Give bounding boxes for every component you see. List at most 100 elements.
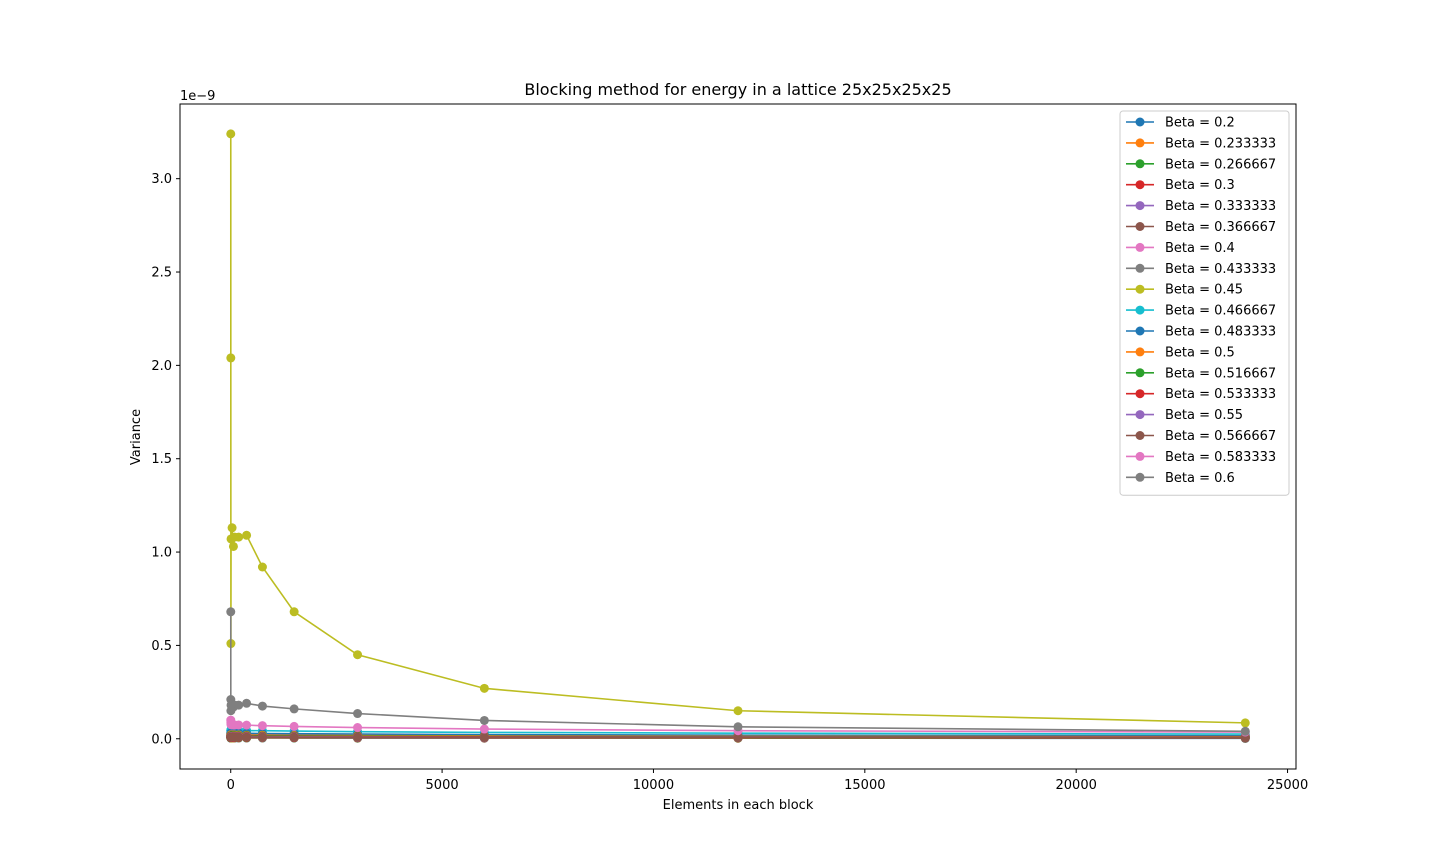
data-point bbox=[353, 732, 363, 742]
chart-title: Blocking method for energy in a lattice … bbox=[524, 80, 951, 99]
legend-label: Beta = 0.583333 bbox=[1165, 450, 1276, 465]
legend-item: Beta = 0.466667 bbox=[1126, 304, 1276, 319]
y-tick-label: 2.5 bbox=[151, 266, 172, 281]
axes-frame bbox=[179, 103, 1297, 770]
data-point bbox=[234, 700, 244, 710]
y-tick-label: 1.5 bbox=[151, 452, 172, 467]
legend: Beta = 0.2 Beta = 0.233333 Beta = 0.266667… bbox=[1119, 110, 1290, 496]
data-point bbox=[479, 732, 489, 742]
legend-label: Beta = 0.333333 bbox=[1165, 199, 1276, 214]
legend-item: Beta = 0.333333 bbox=[1126, 199, 1276, 214]
legend-label: Beta = 0.5 bbox=[1165, 345, 1235, 360]
data-point bbox=[289, 721, 299, 731]
data-point bbox=[242, 720, 252, 730]
x-tick-label: 25000 bbox=[1267, 778, 1308, 793]
legend-label: Beta = 0.533333 bbox=[1165, 387, 1276, 402]
legend-label: Beta = 0.466667 bbox=[1165, 304, 1276, 319]
legend-item: Beta = 0.3 bbox=[1126, 178, 1235, 193]
legend-marker bbox=[1135, 201, 1145, 211]
data-point bbox=[242, 732, 252, 742]
data-point bbox=[289, 607, 299, 617]
data-point bbox=[257, 701, 267, 711]
legend-item: Beta = 0.366667 bbox=[1126, 220, 1276, 235]
legend-marker bbox=[1135, 284, 1145, 294]
legend-marker bbox=[1135, 305, 1145, 315]
axes: 0 5000 10000 15000 20000 25000 0.0 0.5 1.0 1.5 2.0… bbox=[151, 172, 1308, 793]
legend-marker bbox=[1135, 222, 1145, 231]
legend-label: Beta = 0.266667 bbox=[1165, 157, 1276, 172]
legend-item: Beta = 0.45 bbox=[1126, 283, 1243, 298]
data-point bbox=[733, 722, 743, 732]
data-point bbox=[226, 129, 236, 139]
data-point bbox=[242, 698, 252, 708]
data-point bbox=[479, 715, 489, 725]
legend-marker bbox=[1135, 326, 1145, 336]
data-point bbox=[257, 562, 267, 572]
legend-label: Beta = 0.483333 bbox=[1165, 325, 1276, 340]
data-point bbox=[733, 733, 743, 743]
legend-marker bbox=[1135, 159, 1145, 169]
data-point bbox=[257, 721, 267, 731]
legend-label: Beta = 0.516667 bbox=[1165, 366, 1276, 381]
data-point bbox=[733, 706, 743, 716]
y-offset-label: 1e−9 bbox=[180, 89, 215, 104]
legend-item: Beta = 0.483333 bbox=[1126, 325, 1276, 340]
data-point bbox=[289, 704, 299, 714]
legend-item: Beta = 0.55 bbox=[1126, 408, 1243, 423]
y-tick-label: 0.0 bbox=[151, 732, 172, 747]
legend-item: Beta = 0.4 bbox=[1126, 241, 1235, 256]
data-point bbox=[226, 607, 236, 617]
data-point bbox=[289, 732, 299, 742]
legend-marker bbox=[1135, 180, 1145, 190]
data-point bbox=[353, 650, 363, 660]
legend-label: Beta = 0.433333 bbox=[1165, 262, 1276, 277]
legend-label: Beta = 0.3 bbox=[1165, 178, 1235, 193]
legend-item: Beta = 0.2 bbox=[1126, 116, 1235, 131]
data-point bbox=[257, 732, 267, 742]
data-point bbox=[242, 530, 252, 540]
x-axis-label: Elements in each block bbox=[663, 798, 814, 813]
legend-item: Beta = 0.6 bbox=[1126, 471, 1235, 486]
data-point bbox=[227, 523, 237, 533]
legend-marker bbox=[1135, 117, 1145, 127]
y-tick-label: 3.0 bbox=[151, 172, 172, 187]
legend-item: Beta = 0.266667 bbox=[1126, 157, 1276, 172]
data-point bbox=[353, 723, 363, 733]
x-tick-label: 5000 bbox=[426, 778, 459, 793]
legend-label: Beta = 0.566667 bbox=[1165, 429, 1276, 444]
data-point bbox=[234, 732, 244, 742]
legend-marker bbox=[1135, 410, 1145, 420]
data-point bbox=[353, 709, 363, 719]
plot-area bbox=[226, 129, 1250, 743]
y-axis-label: Variance bbox=[129, 409, 144, 465]
x-tick-label: 10000 bbox=[633, 778, 674, 793]
legend-item: Beta = 0.233333 bbox=[1126, 136, 1276, 151]
data-point bbox=[479, 724, 489, 734]
legend-item: Beta = 0.533333 bbox=[1126, 387, 1276, 402]
data-point bbox=[234, 532, 244, 542]
x-tick-label: 20000 bbox=[1056, 778, 1097, 793]
legend-marker bbox=[1135, 138, 1145, 148]
data-point bbox=[479, 683, 489, 693]
legend-marker bbox=[1135, 368, 1145, 378]
y-tick-label: 0.5 bbox=[151, 639, 172, 654]
legend-label: Beta = 0.6 bbox=[1165, 471, 1235, 486]
series-8 bbox=[226, 129, 1250, 728]
legend-item: Beta = 0.566667 bbox=[1126, 429, 1276, 444]
legend-marker bbox=[1135, 431, 1145, 440]
data-point bbox=[1240, 718, 1250, 728]
y-tick-label: 1.0 bbox=[151, 546, 172, 561]
legend-label: Beta = 0.55 bbox=[1165, 408, 1243, 423]
legend-label: Beta = 0.4 bbox=[1165, 241, 1235, 256]
legend-marker bbox=[1135, 263, 1145, 273]
legend-marker bbox=[1135, 389, 1145, 399]
data-point bbox=[226, 353, 236, 363]
legend-label: Beta = 0.2 bbox=[1165, 116, 1235, 131]
data-point bbox=[228, 541, 238, 551]
legend-marker bbox=[1135, 451, 1145, 461]
legend-item: Beta = 0.516667 bbox=[1126, 366, 1276, 381]
data-point bbox=[234, 720, 244, 730]
legend-label: Beta = 0.366667 bbox=[1165, 220, 1276, 235]
series-15 bbox=[226, 732, 1250, 743]
